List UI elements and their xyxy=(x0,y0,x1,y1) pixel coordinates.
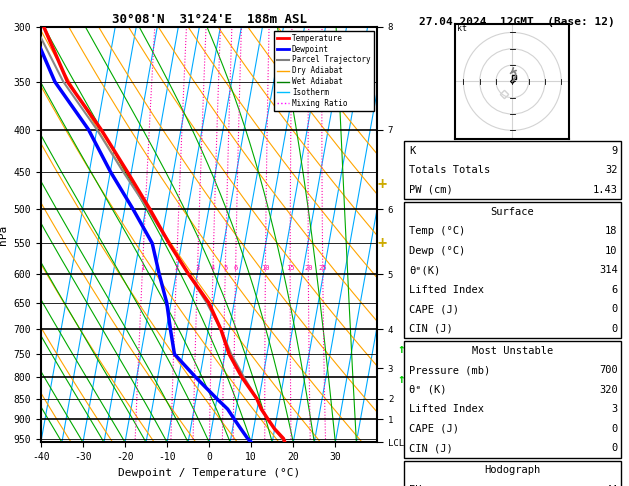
Text: CIN (J): CIN (J) xyxy=(409,443,453,453)
Text: 5: 5 xyxy=(223,265,228,271)
Text: ↑: ↑ xyxy=(398,344,405,356)
X-axis label: Dewpoint / Temperature (°C): Dewpoint / Temperature (°C) xyxy=(118,468,300,478)
Legend: Temperature, Dewpoint, Parcel Trajectory, Dry Adiabat, Wet Adiabat, Isotherm, Mi: Temperature, Dewpoint, Parcel Trajectory… xyxy=(274,31,374,111)
Text: PW (cm): PW (cm) xyxy=(409,185,453,194)
Text: Surface: Surface xyxy=(491,207,534,217)
Text: 700: 700 xyxy=(599,365,618,375)
Text: +: + xyxy=(378,177,387,192)
Text: Temp (°C): Temp (°C) xyxy=(409,226,465,236)
Text: 1.43: 1.43 xyxy=(593,185,618,194)
Text: 314: 314 xyxy=(599,265,618,275)
Text: Most Unstable: Most Unstable xyxy=(472,346,553,356)
Text: 0: 0 xyxy=(611,304,618,314)
Text: K: K xyxy=(409,146,415,156)
Text: EH: EH xyxy=(409,485,421,486)
Text: 25: 25 xyxy=(318,265,327,271)
Text: 320: 320 xyxy=(599,385,618,395)
Text: Pressure (mb): Pressure (mb) xyxy=(409,365,490,375)
Text: 3: 3 xyxy=(611,404,618,414)
Y-axis label: km
ASL: km ASL xyxy=(412,224,430,245)
Text: θᵉ (K): θᵉ (K) xyxy=(409,385,447,395)
Text: 0: 0 xyxy=(611,424,618,434)
Text: 27.04.2024  12GMT  (Base: 12): 27.04.2024 12GMT (Base: 12) xyxy=(419,17,615,27)
Text: 6: 6 xyxy=(611,285,618,295)
Text: 1: 1 xyxy=(140,265,145,271)
Text: 6: 6 xyxy=(233,265,238,271)
Text: +: + xyxy=(378,236,387,250)
Text: θᵉ(K): θᵉ(K) xyxy=(409,265,440,275)
Text: 15: 15 xyxy=(286,265,294,271)
Text: Totals Totals: Totals Totals xyxy=(409,165,490,175)
Text: 18: 18 xyxy=(605,226,618,236)
Text: CIN (J): CIN (J) xyxy=(409,324,453,333)
Text: Dewp (°C): Dewp (°C) xyxy=(409,246,465,256)
Text: 9: 9 xyxy=(611,146,618,156)
Text: CAPE (J): CAPE (J) xyxy=(409,304,459,314)
Text: Hodograph: Hodograph xyxy=(484,466,540,475)
Text: 4: 4 xyxy=(211,265,215,271)
Text: 10: 10 xyxy=(261,265,270,271)
Y-axis label: hPa: hPa xyxy=(0,225,8,244)
Text: Lifted Index: Lifted Index xyxy=(409,285,484,295)
Text: 2: 2 xyxy=(174,265,179,271)
Text: 20: 20 xyxy=(304,265,313,271)
Text: 44: 44 xyxy=(605,485,618,486)
Title: 30°08'N  31°24'E  188m ASL: 30°08'N 31°24'E 188m ASL xyxy=(111,13,307,26)
Text: Lifted Index: Lifted Index xyxy=(409,404,484,414)
Text: kt: kt xyxy=(457,24,467,33)
Text: ↑: ↑ xyxy=(398,373,405,385)
Text: CAPE (J): CAPE (J) xyxy=(409,424,459,434)
Text: 10: 10 xyxy=(605,246,618,256)
Text: 3: 3 xyxy=(196,265,199,271)
Text: © weatheronline.co.uk: © weatheronline.co.uk xyxy=(456,471,569,480)
Text: 0: 0 xyxy=(611,324,618,333)
Text: 32: 32 xyxy=(605,165,618,175)
Text: 0: 0 xyxy=(611,443,618,453)
